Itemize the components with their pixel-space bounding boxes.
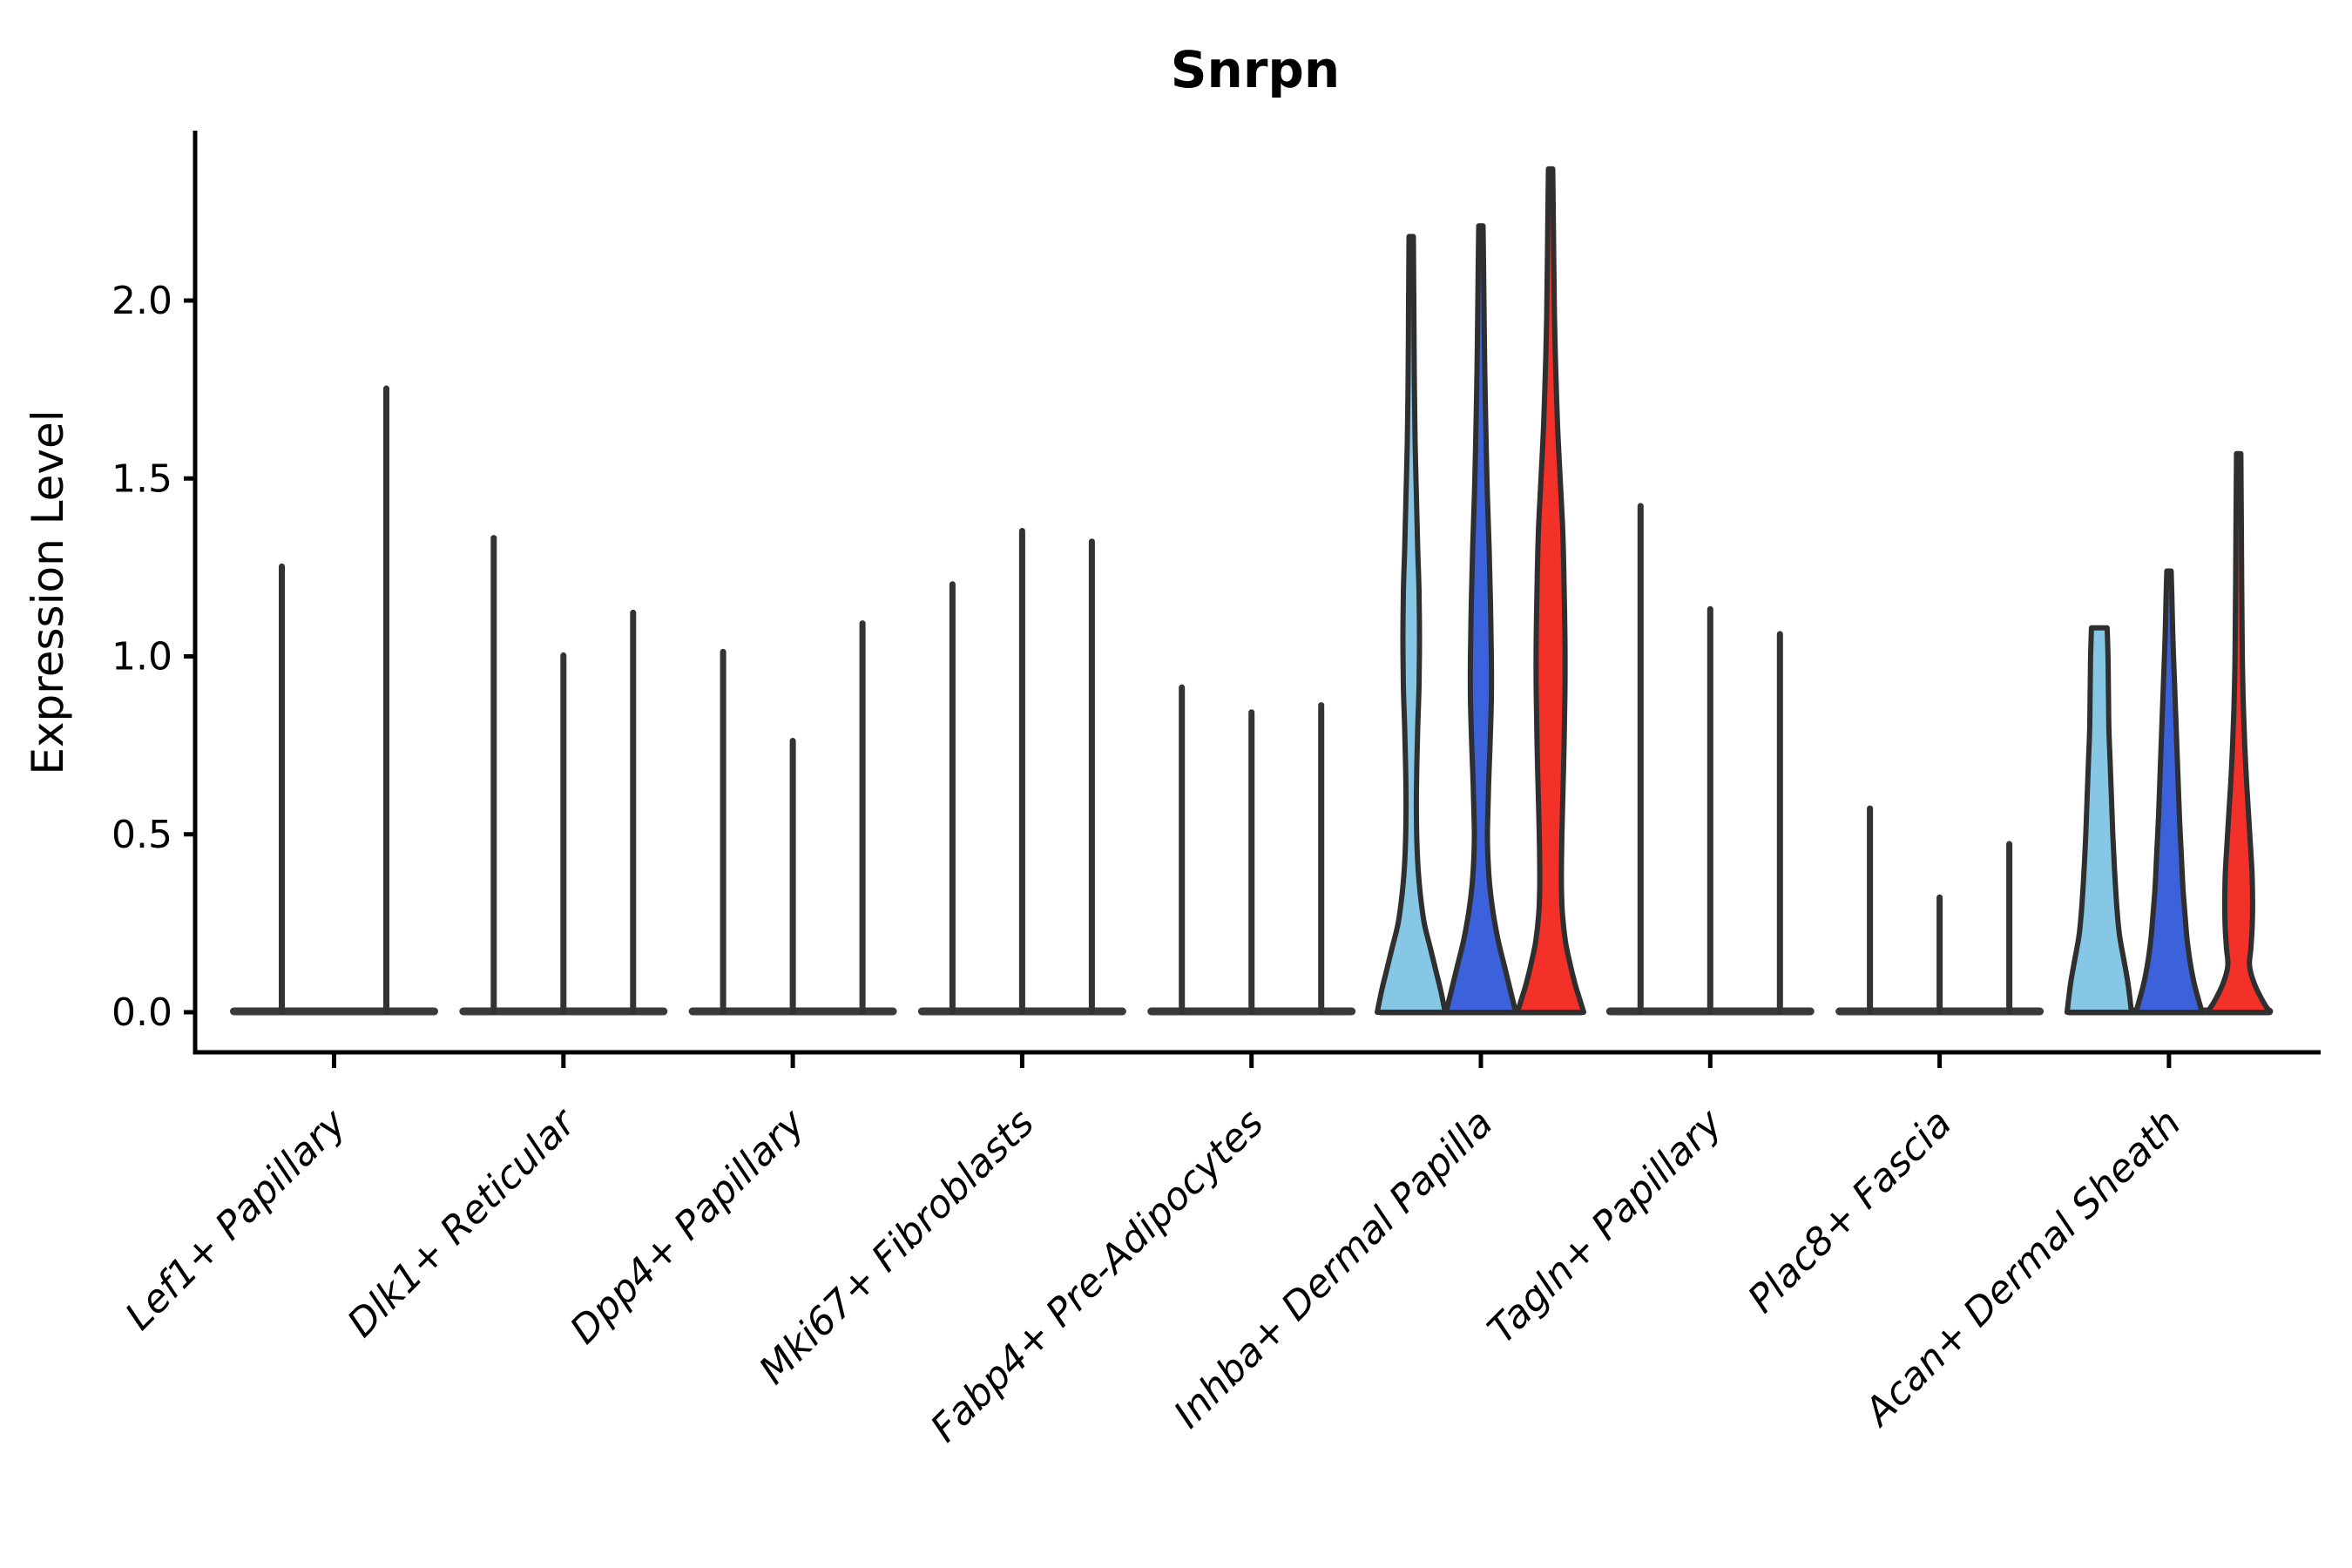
- violin-shape: [2064, 625, 2134, 1015]
- y-tick-label: 2.0: [112, 279, 172, 323]
- y-axis-label: Expression Level: [23, 409, 73, 774]
- x-tick-label: Dlk1+ Reticular: [339, 1099, 585, 1346]
- violin-shape: [1375, 233, 1448, 1015]
- x-tick-label: Lef1+ Papillary: [117, 1100, 355, 1339]
- y-tick-label: 1.5: [112, 456, 172, 501]
- violin-shape: [1443, 223, 1518, 1015]
- violin-shape: [2132, 568, 2205, 1015]
- x-tick-label: Tagln+ Papillary: [1479, 1100, 1731, 1352]
- violin-shape: [2204, 450, 2273, 1015]
- y-tick-label: 0.0: [112, 990, 172, 1035]
- x-tick-label: Plac8+ Fascia: [1740, 1101, 1960, 1321]
- x-tick-label: Dpp4+ Papillary: [562, 1100, 814, 1353]
- violin-shape: [1515, 166, 1586, 1015]
- y-tick-label: 1.0: [112, 635, 172, 679]
- y-tick-label: 0.5: [112, 813, 172, 857]
- chart-title: Snrpn: [1171, 40, 1340, 99]
